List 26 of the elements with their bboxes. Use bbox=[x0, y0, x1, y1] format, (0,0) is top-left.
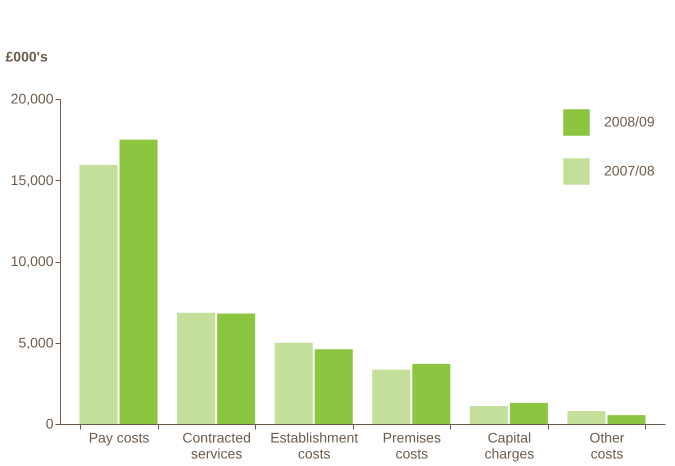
y-tick-label: 20,000 bbox=[10, 90, 54, 106]
y-tick-label: 15,000 bbox=[10, 172, 54, 188]
x-tick-label: Establishment costs bbox=[270, 430, 358, 462]
bar bbox=[412, 364, 450, 424]
bar bbox=[510, 402, 548, 424]
bar bbox=[607, 415, 646, 424]
y-axis-title: £000's bbox=[6, 48, 48, 64]
x-tick-label: Other costs bbox=[589, 430, 625, 462]
bar bbox=[470, 406, 508, 424]
x-tick-label: Pay costs bbox=[88, 430, 150, 446]
legend-label: 2008/09 bbox=[604, 114, 655, 130]
y-tick-label: 5,000 bbox=[18, 334, 54, 350]
bar bbox=[80, 164, 118, 424]
x-tick-label: Capital charges bbox=[484, 430, 534, 462]
x-tick-label: Contracted services bbox=[182, 430, 251, 462]
bar bbox=[120, 140, 158, 424]
bar bbox=[567, 411, 606, 424]
legend-label: 2007/08 bbox=[604, 162, 655, 178]
bar bbox=[372, 370, 410, 424]
bar bbox=[314, 349, 353, 424]
y-tick-label: 0 bbox=[46, 416, 54, 432]
bar bbox=[274, 342, 313, 424]
x-tick-label: Premises costs bbox=[382, 430, 441, 462]
bar bbox=[217, 314, 256, 424]
y-tick-label: 10,000 bbox=[10, 253, 54, 269]
bar bbox=[177, 312, 216, 424]
